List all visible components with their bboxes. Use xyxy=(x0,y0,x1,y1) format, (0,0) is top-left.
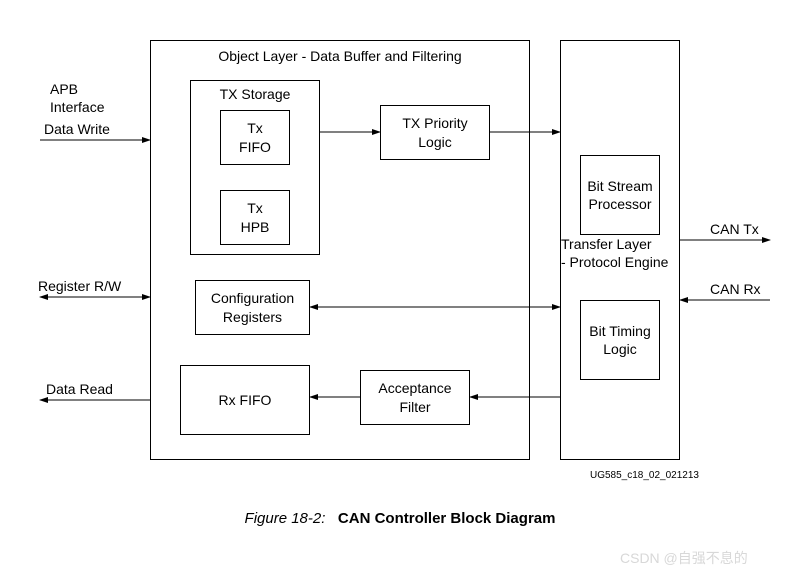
tx-priority-l2: Logic xyxy=(418,133,451,151)
figure-number: Figure 18-2: xyxy=(245,510,326,527)
figure-title: CAN Controller Block Diagram xyxy=(338,510,556,527)
tx-fifo-l2: FIFO xyxy=(239,138,271,156)
bit-stream-l2: Processor xyxy=(588,195,651,213)
tx-fifo-box: Tx FIFO xyxy=(220,110,290,165)
config-regs-box: Configuration Registers xyxy=(195,280,310,335)
data-write-label: Data Write xyxy=(44,120,110,138)
can-rx-label: CAN Rx xyxy=(710,280,761,298)
bit-timing-box: Bit Timing Logic xyxy=(580,300,660,380)
accept-filter-l2: Filter xyxy=(399,398,430,416)
can-tx-label: CAN Tx xyxy=(710,220,759,238)
transfer-layer-title1: Transfer Layer xyxy=(561,235,652,253)
tx-storage-title: TX Storage xyxy=(220,85,291,103)
tx-priority-l1: TX Priority xyxy=(402,114,467,132)
config-regs-l2: Registers xyxy=(223,308,282,326)
accept-filter-box: Acceptance Filter xyxy=(360,370,470,425)
rx-fifo-box: Rx FIFO xyxy=(180,365,310,435)
transfer-layer-box: Transfer Layer - Protocol Engine xyxy=(560,40,680,460)
bit-stream-l1: Bit Stream xyxy=(587,177,652,195)
accept-filter-l1: Acceptance xyxy=(378,379,451,397)
rx-fifo-l1: Rx FIFO xyxy=(219,391,272,409)
register-rw-label: Register R/W xyxy=(38,277,121,295)
bit-timing-l2: Logic xyxy=(603,340,636,358)
tx-hpb-l1: Tx xyxy=(247,199,263,217)
apb-l1: APB xyxy=(50,81,78,97)
watermark: CSDN @自强不息的 xyxy=(620,548,748,568)
transfer-layer-title2: - Protocol Engine xyxy=(561,253,668,271)
object-layer-title: Object Layer - Data Buffer and Filtering xyxy=(218,47,461,65)
tx-hpb-box: Tx HPB xyxy=(220,190,290,245)
config-regs-l1: Configuration xyxy=(211,289,294,307)
doc-id: UG585_c18_02_021213 xyxy=(590,470,699,481)
apb-label: APB Interface xyxy=(50,80,104,116)
tx-hpb-l2: HPB xyxy=(241,218,270,236)
data-read-label: Data Read xyxy=(46,380,113,398)
apb-l2: Interface xyxy=(50,99,104,115)
tx-fifo-l1: Tx xyxy=(247,119,263,137)
tx-priority-box: TX Priority Logic xyxy=(380,105,490,160)
bit-timing-l1: Bit Timing xyxy=(589,322,650,340)
bit-stream-box: Bit Stream Processor xyxy=(580,155,660,235)
figure-caption: Figure 18-2: CAN Controller Block Diagra… xyxy=(200,510,600,527)
